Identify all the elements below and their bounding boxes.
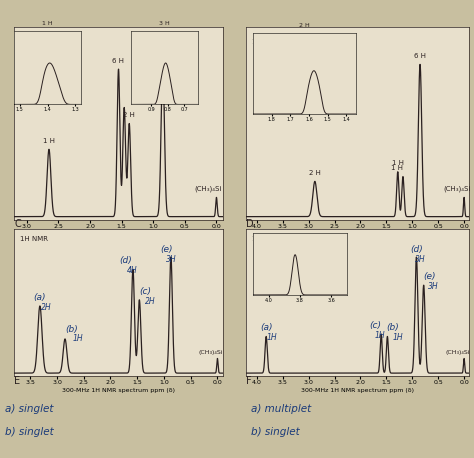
Text: (e): (e) bbox=[160, 245, 173, 254]
Text: D: D bbox=[246, 219, 254, 229]
Text: 6 H: 6 H bbox=[112, 58, 124, 64]
Text: 1H: 1H bbox=[267, 333, 278, 342]
Text: 3H: 3H bbox=[415, 255, 426, 264]
Text: 1H: 1H bbox=[73, 334, 84, 344]
Text: 1H: 1H bbox=[375, 331, 385, 340]
Text: (c): (c) bbox=[139, 287, 151, 296]
Text: 4H: 4H bbox=[127, 266, 137, 275]
Text: (CH₃)₄Si: (CH₃)₄Si bbox=[445, 349, 470, 354]
Text: (b): (b) bbox=[386, 323, 399, 333]
Text: 2H: 2H bbox=[145, 296, 156, 305]
Text: (d): (d) bbox=[119, 256, 132, 265]
X-axis label: 300-MHz 1H NMR spectrum ppm (δ): 300-MHz 1H NMR spectrum ppm (δ) bbox=[62, 232, 175, 237]
Text: (a): (a) bbox=[260, 323, 273, 333]
Text: 1H NMR: 1H NMR bbox=[19, 236, 47, 242]
Text: 6 H: 6 H bbox=[414, 53, 426, 59]
Text: (c): (c) bbox=[369, 321, 381, 330]
Text: 1 H: 1 H bbox=[43, 138, 55, 144]
Text: (e): (e) bbox=[423, 272, 436, 281]
Text: F: F bbox=[246, 376, 252, 386]
Text: (CH₃)₄Si: (CH₃)₄Si bbox=[444, 186, 471, 192]
Text: a) singlet: a) singlet bbox=[5, 404, 53, 414]
Text: 1 H: 1 H bbox=[391, 165, 403, 171]
Text: 1H: 1H bbox=[392, 333, 403, 342]
Text: (a): (a) bbox=[34, 293, 46, 302]
Text: (d): (d) bbox=[410, 245, 423, 254]
Text: C: C bbox=[14, 219, 21, 229]
X-axis label: 300-MHz 1H NMR spectrum ppm (δ): 300-MHz 1H NMR spectrum ppm (δ) bbox=[301, 387, 414, 393]
Text: 2 H: 2 H bbox=[123, 112, 135, 118]
Text: E: E bbox=[14, 376, 20, 386]
Text: 3 H: 3 H bbox=[154, 53, 165, 59]
Text: b) singlet: b) singlet bbox=[251, 427, 300, 437]
Text: b) singlet: b) singlet bbox=[5, 427, 54, 437]
Text: (b): (b) bbox=[65, 325, 78, 333]
Text: 1H NMR: 1H NMR bbox=[18, 38, 46, 44]
Text: 1 H: 1 H bbox=[392, 160, 404, 166]
Text: 3H: 3H bbox=[165, 255, 176, 264]
Text: 2 H: 2 H bbox=[309, 170, 321, 176]
Text: 1H NMR: 1H NMR bbox=[252, 38, 280, 44]
Text: (CH₃)₄Si: (CH₃)₄Si bbox=[194, 186, 222, 192]
X-axis label: 300-MHz 1H NMR spectrum ppm (δ): 300-MHz 1H NMR spectrum ppm (δ) bbox=[62, 387, 175, 393]
Text: 1H NMR: 1H NMR bbox=[252, 236, 280, 242]
X-axis label: 300-MHz 1H NMR spectrum ppm (δ): 300-MHz 1H NMR spectrum ppm (δ) bbox=[301, 232, 414, 237]
Text: (CH₃)₄Si: (CH₃)₄Si bbox=[198, 349, 223, 354]
Text: 2H: 2H bbox=[41, 303, 52, 311]
Text: 3H: 3H bbox=[428, 282, 439, 291]
Text: a) multiplet: a) multiplet bbox=[251, 404, 311, 414]
